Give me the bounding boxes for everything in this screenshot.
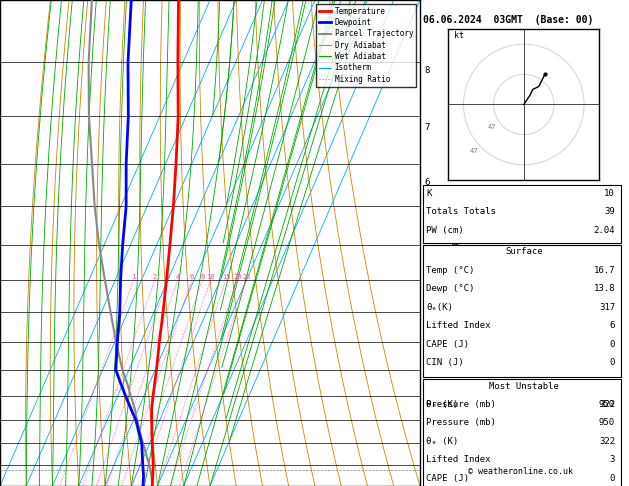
- Text: 06.06.2024  03GMT  (Base: 00): 06.06.2024 03GMT (Base: 00): [423, 15, 594, 25]
- Text: 317: 317: [599, 303, 615, 312]
- Text: Pressure (mb): Pressure (mb): [426, 400, 496, 409]
- Text: PW (cm): PW (cm): [426, 226, 464, 235]
- Text: 6: 6: [424, 178, 430, 188]
- Text: 10: 10: [206, 274, 214, 280]
- Text: θₑ (K): θₑ (K): [426, 400, 459, 409]
- Text: 6: 6: [610, 321, 615, 330]
- Text: 47: 47: [487, 123, 496, 130]
- Text: 4: 4: [175, 274, 180, 280]
- Text: Lifted Index: Lifted Index: [426, 455, 491, 465]
- Text: 0: 0: [610, 340, 615, 349]
- Text: 7: 7: [424, 122, 430, 132]
- Text: 4: 4: [424, 286, 430, 295]
- Text: © weatheronline.co.uk: © weatheronline.co.uk: [468, 467, 573, 476]
- Text: 322: 322: [599, 400, 615, 409]
- Text: 20: 20: [233, 274, 242, 280]
- Text: 3: 3: [424, 338, 430, 347]
- Text: CAPE (J): CAPE (J): [426, 340, 469, 349]
- Text: 16.7: 16.7: [594, 266, 615, 275]
- Text: K: K: [426, 189, 431, 198]
- Text: θₑ(K): θₑ(K): [426, 303, 453, 312]
- Text: kt: kt: [455, 31, 464, 40]
- Text: Mixing Ratio (g/kg): Mixing Ratio (g/kg): [449, 195, 458, 291]
- Text: 1: 1: [131, 274, 136, 280]
- Text: 2: 2: [424, 389, 430, 399]
- Text: θₑ (K): θₑ (K): [426, 437, 459, 446]
- Text: Lifted Index: Lifted Index: [426, 321, 491, 330]
- Text: 2.04: 2.04: [594, 226, 615, 235]
- Text: 3: 3: [166, 274, 170, 280]
- Text: 950: 950: [599, 418, 615, 428]
- Text: 3: 3: [610, 455, 615, 465]
- Text: 1: 1: [424, 439, 430, 448]
- Text: 6: 6: [190, 274, 194, 280]
- Text: Pressure (mb): Pressure (mb): [426, 418, 496, 428]
- Text: 322: 322: [599, 437, 615, 446]
- Text: 39: 39: [604, 207, 615, 216]
- Text: 8: 8: [200, 274, 204, 280]
- Text: 10: 10: [604, 189, 615, 198]
- Text: 0: 0: [610, 358, 615, 367]
- Text: LCL: LCL: [424, 465, 439, 474]
- Text: 13.8: 13.8: [594, 284, 615, 294]
- Text: Totals Totals: Totals Totals: [426, 207, 496, 216]
- Text: 47: 47: [469, 148, 478, 154]
- Text: 0: 0: [610, 474, 615, 483]
- Text: Surface: Surface: [505, 247, 543, 257]
- Text: 950: 950: [599, 400, 615, 409]
- Text: Dewp (°C): Dewp (°C): [426, 284, 475, 294]
- Text: 15: 15: [221, 274, 230, 280]
- Text: Most Unstable: Most Unstable: [489, 382, 559, 391]
- Legend: Temperature, Dewpoint, Parcel Trajectory, Dry Adiabat, Wet Adiabat, Isotherm, Mi: Temperature, Dewpoint, Parcel Trajectory…: [316, 4, 416, 87]
- Text: 8: 8: [424, 66, 430, 75]
- Text: CIN (J): CIN (J): [426, 358, 464, 367]
- Text: 25: 25: [242, 274, 250, 280]
- Text: 2: 2: [153, 274, 157, 280]
- Text: 5: 5: [424, 233, 430, 242]
- Text: Temp (°C): Temp (°C): [426, 266, 475, 275]
- Text: CAPE (J): CAPE (J): [426, 474, 469, 483]
